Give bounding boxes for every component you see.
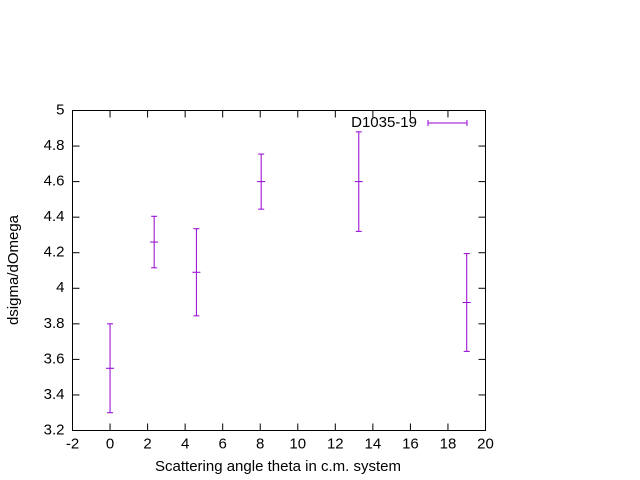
x-tick-label: 18	[440, 435, 457, 452]
y-axis-label: dsigma/dOmega	[5, 214, 22, 325]
y-tick-label: 5	[56, 101, 64, 118]
x-tick-label: 6	[219, 435, 227, 452]
y-tick-label: 4.4	[44, 208, 65, 225]
x-tick-label: 12	[327, 435, 344, 452]
x-tick-label: -2	[66, 435, 79, 452]
x-tick-label: 10	[289, 435, 306, 452]
x-tick-label: 8	[256, 435, 264, 452]
y-tick-label: 4.8	[44, 137, 65, 154]
y-tick-label: 4.6	[44, 173, 65, 190]
plot-border	[72, 110, 486, 431]
legend-label: D1035-19	[351, 114, 417, 131]
y-tick-label: 4	[56, 279, 64, 296]
x-tick-label: 4	[181, 435, 189, 452]
y-tick-label: 3.4	[44, 386, 65, 403]
y-tick-label: 3.8	[44, 315, 65, 332]
x-tick-label: 2	[143, 435, 151, 452]
x-tick-label: 0	[106, 435, 114, 452]
y-tick-label: 3.6	[44, 350, 65, 367]
x-tick-label: 14	[365, 435, 382, 452]
x-axis-label: Scattering angle theta in c.m. system	[155, 458, 401, 475]
x-tick-label: 20	[477, 435, 494, 452]
x-tick-label: 16	[402, 435, 419, 452]
y-tick-label: 3.2	[44, 421, 65, 438]
y-tick-label: 4.2	[44, 244, 65, 261]
